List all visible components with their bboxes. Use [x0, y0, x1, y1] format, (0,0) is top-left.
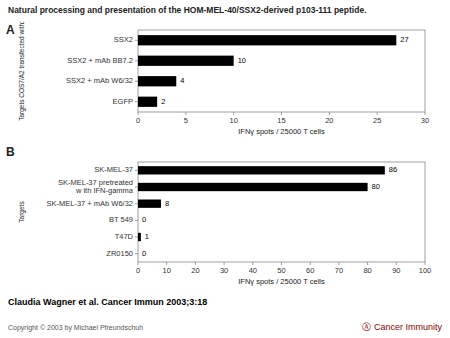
bar: [138, 200, 161, 208]
x-tick: [252, 262, 253, 265]
data-label: 86: [389, 165, 397, 174]
x-tick-label: 50: [277, 266, 285, 275]
plot-frame: [138, 30, 425, 112]
x-tick-label: 20: [325, 116, 333, 125]
x-tick-label: 0: [136, 116, 140, 125]
bars: [138, 35, 396, 107]
x-tick: [425, 112, 426, 115]
y-tick: [135, 237, 138, 238]
x-tick-label: 90: [392, 266, 400, 275]
x-tick-label: 15: [277, 116, 285, 125]
bar: [138, 97, 157, 107]
x-tick: [138, 112, 139, 115]
x-axis-label: IFNγ spots / 25000 T cells: [238, 127, 325, 136]
x-tick-label: 0: [136, 266, 140, 275]
bar: [138, 166, 385, 174]
category-label: ZR0150: [106, 249, 133, 258]
x-tick-label: 10: [229, 116, 237, 125]
y-tick: [135, 170, 138, 171]
x-tick-label: 40: [249, 266, 257, 275]
x-tick: [425, 262, 426, 265]
category-label: BT 549: [109, 215, 133, 224]
bar: [138, 35, 396, 45]
x-tick: [166, 262, 167, 265]
bar: [138, 250, 139, 258]
figure-title: Natural processing and presentation of t…: [8, 5, 367, 15]
x-tick: [185, 112, 186, 115]
category-label: EGFP: [113, 97, 133, 106]
category-label: SSX2: [114, 35, 133, 44]
data-label: 0: [142, 215, 146, 224]
bar: [138, 233, 141, 241]
x-tick: [338, 262, 339, 265]
x-tick-label: 5: [184, 116, 188, 125]
category-label: SSX2 + mAb BB7.2: [67, 56, 133, 65]
copyright: Copyright © 2003 by Michael Pfreundschuh: [8, 324, 143, 332]
category-label: SK-MEL-37: [94, 165, 133, 174]
bar: [138, 183, 368, 191]
x-tick-label: 30: [220, 266, 228, 275]
x-tick-label: 30: [421, 116, 429, 125]
bar: [138, 56, 234, 66]
bar: [138, 216, 139, 224]
data-label: 8: [165, 199, 169, 208]
data-label: 1: [145, 232, 149, 241]
x-tick-label: 70: [335, 266, 343, 275]
y-tick: [135, 203, 138, 204]
data-label: 27: [400, 35, 408, 44]
x-tick: [377, 112, 378, 115]
y-tick: [135, 81, 138, 82]
y-tick: [135, 60, 138, 61]
y-tick: [135, 220, 138, 221]
x-tick-label: 10: [163, 266, 171, 275]
category-label: SK-MEL-37 pretreatedw ith IFN-gamma: [58, 178, 134, 195]
x-tick-label: 60: [306, 266, 314, 275]
y-axis-label: Targets COS7/A2 transfected with:: [18, 21, 26, 121]
x-tick: [195, 262, 196, 265]
logo-text: Ⓐ Cancer Immunity: [362, 322, 442, 332]
citation: Claudia Wagner et al. Cancer Immun 2003;…: [8, 297, 207, 307]
x-tick-label: 25: [373, 116, 381, 125]
panel: A 0 5 10 15 20 25 30 IFNγ spots / 25000 T cells T…: [6, 21, 429, 136]
x-tick: [138, 262, 139, 265]
data-label: 80: [372, 182, 380, 191]
x-tick: [233, 112, 234, 115]
x-tick: [310, 262, 311, 265]
y-tick: [135, 187, 138, 188]
x-tick: [224, 262, 225, 265]
x-tick-label: 100: [419, 266, 432, 275]
y-tick: [135, 101, 138, 102]
y-tick: [135, 40, 138, 41]
x-tick: [281, 262, 282, 265]
category-label: T47D: [115, 232, 134, 241]
category-label: SSX2 + mAb W6/32: [66, 76, 133, 85]
data-label: 4: [180, 76, 184, 85]
data-label: 2: [161, 97, 165, 106]
plot-frame: [138, 162, 425, 262]
x-tick: [329, 112, 330, 115]
data-label: 0: [142, 249, 146, 258]
x-tick: [367, 262, 368, 265]
background: [0, 0, 450, 338]
panel: B0102030405060708090100IFNγ spots / 2500…: [6, 145, 431, 286]
panel-label: A: [6, 23, 15, 37]
bar: [138, 76, 176, 86]
panel-label: B: [6, 145, 15, 159]
x-tick-label: 20: [191, 266, 199, 275]
category-label: SK-MEL-37 + mAb W6/32: [47, 199, 134, 208]
bars: [138, 166, 385, 241]
x-axis-label: IFNγ spots / 25000 T cells: [238, 277, 325, 286]
y-tick: [135, 253, 138, 254]
x-tick: [396, 262, 397, 265]
y-axis-label: Targets: [18, 201, 26, 223]
data-label: 10: [238, 56, 246, 65]
x-tick-label: 80: [363, 266, 371, 275]
x-tick: [281, 112, 282, 115]
